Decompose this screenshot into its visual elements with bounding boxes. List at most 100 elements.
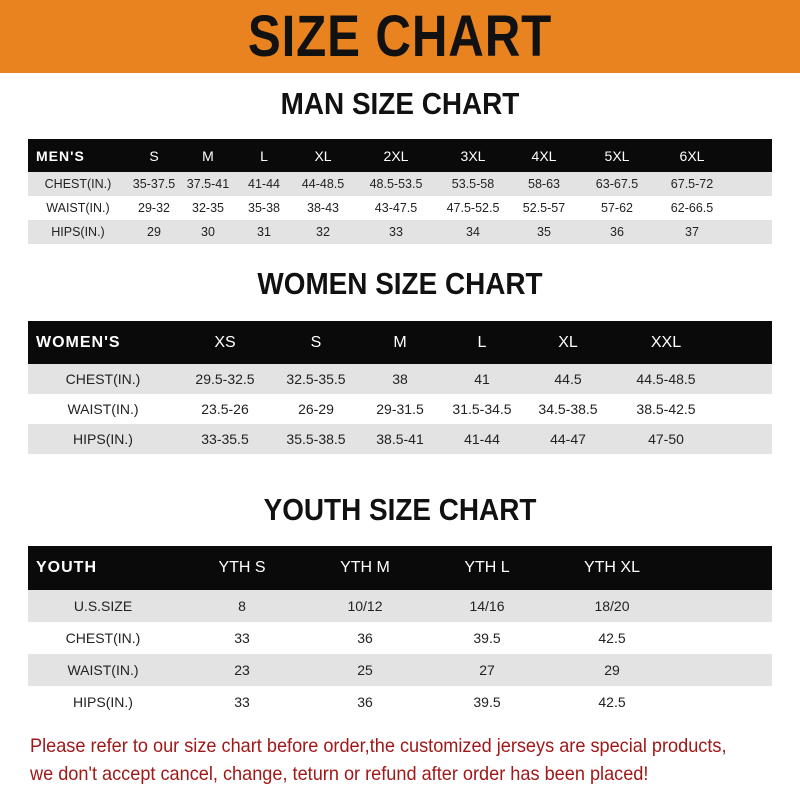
row-label: HIPS(IN.) <box>28 686 178 718</box>
spacer <box>730 196 772 220</box>
row-label: CHEST(IN.) <box>28 364 178 394</box>
cell: YTH XL <box>550 546 674 590</box>
cell: 27 <box>424 654 550 686</box>
spacer <box>730 220 772 244</box>
cell: 38.5-41 <box>360 424 440 454</box>
spacer <box>674 546 772 590</box>
row-label: WAIST(IN.) <box>28 394 178 424</box>
spacer <box>674 622 772 654</box>
cell: 32-35 <box>180 196 236 220</box>
row-label: CHEST(IN.) <box>28 172 128 196</box>
table-row: U.S.SIZE 8 10/12 14/16 18/20 <box>28 590 772 622</box>
cell: 14/16 <box>424 590 550 622</box>
cell: 52.5-57 <box>508 196 580 220</box>
row-label: WAIST(IN.) <box>28 196 128 220</box>
cell: 38-43 <box>292 196 354 220</box>
cell: 33-35.5 <box>178 424 272 454</box>
cell: 67.5-72 <box>654 172 730 196</box>
cell: 42.5 <box>550 686 674 718</box>
spacer <box>730 172 772 196</box>
cell: 41-44 <box>236 172 292 196</box>
cell: XS <box>178 321 272 364</box>
cell: 35 <box>508 220 580 244</box>
table-row: WAIST(IN.) 23 25 27 29 <box>28 654 772 686</box>
cell: 29-32 <box>128 196 180 220</box>
cell: 48.5-53.5 <box>354 172 438 196</box>
cell: M <box>180 139 236 172</box>
spacer <box>674 686 772 718</box>
row-label: HIPS(IN.) <box>28 220 128 244</box>
cell: 36 <box>580 220 654 244</box>
table-row: WAIST(IN.) 29-32 32-35 35-38 38-43 43-47.5 47.… <box>28 196 772 220</box>
cell: 6XL <box>654 139 730 172</box>
spacer <box>730 139 772 172</box>
cell: YTH S <box>178 546 306 590</box>
cell: 29 <box>128 220 180 244</box>
cell: XL <box>292 139 354 172</box>
cell: 31 <box>236 220 292 244</box>
cell: 44-48.5 <box>292 172 354 196</box>
table-row: CHEST(IN.) 33 36 39.5 42.5 <box>28 622 772 654</box>
table-row: CHEST(IN.) 29.5-32.5 32.5-35.5 38 41 44.5 44.5… <box>28 364 772 394</box>
cell: 2XL <box>354 139 438 172</box>
cell: 39.5 <box>424 622 550 654</box>
table-row: WAIST(IN.) 23.5-26 26-29 29-31.5 31.5-34.5 34… <box>28 394 772 424</box>
cell: 36 <box>306 622 424 654</box>
table-row: HIPS(IN.) 33-35.5 35.5-38.5 38.5-41 41-44 44-… <box>28 424 772 454</box>
cell: 4XL <box>508 139 580 172</box>
cell: 26-29 <box>272 394 360 424</box>
cell: S <box>272 321 360 364</box>
cell: 38.5-42.5 <box>612 394 720 424</box>
cell: 29.5-32.5 <box>178 364 272 394</box>
cell: 25 <box>306 654 424 686</box>
cell: YTH L <box>424 546 550 590</box>
cell: 43-47.5 <box>354 196 438 220</box>
cell: 35.5-38.5 <box>272 424 360 454</box>
cell: 33 <box>354 220 438 244</box>
order-notice: Please refer to our size chart before or… <box>30 735 727 785</box>
header-row: WOMEN'S XS S M L XL XXL <box>28 321 772 364</box>
cell: S <box>128 139 180 172</box>
row-label: U.S.SIZE <box>28 590 178 622</box>
table-row: CHEST(IN.) 35-37.5 37.5-41 41-44 44-48.5 48.5… <box>28 172 772 196</box>
cell: 29-31.5 <box>360 394 440 424</box>
women-section-title: WOMEN SIZE CHART <box>257 266 543 301</box>
cell: 37.5-41 <box>180 172 236 196</box>
spacer <box>720 321 772 364</box>
cell: L <box>236 139 292 172</box>
cell: 42.5 <box>550 622 674 654</box>
cell: 29 <box>550 654 674 686</box>
spacer <box>720 364 772 394</box>
cell: 41 <box>440 364 524 394</box>
cell: 44.5 <box>524 364 612 394</box>
cell: 62-66.5 <box>654 196 730 220</box>
cell: XL <box>524 321 612 364</box>
cell: 34.5-38.5 <box>524 394 612 424</box>
cell: 39.5 <box>424 686 550 718</box>
header-row: YOUTH YTH S YTH M YTH L YTH XL <box>28 546 772 590</box>
cell: 30 <box>180 220 236 244</box>
spacer <box>720 424 772 454</box>
table-row: HIPS(IN.) 33 36 39.5 42.5 <box>28 686 772 718</box>
cell: 33 <box>178 686 306 718</box>
cell: 33 <box>178 622 306 654</box>
cell: 63-67.5 <box>580 172 654 196</box>
spacer <box>674 590 772 622</box>
banner: SIZE CHART <box>0 0 800 73</box>
men-section-title: MAN SIZE CHART <box>280 86 520 121</box>
youth-section-title: YOUTH SIZE CHART <box>263 492 537 527</box>
cell: 31.5-34.5 <box>440 394 524 424</box>
cell: 35-37.5 <box>128 172 180 196</box>
cell: 38 <box>360 364 440 394</box>
cell: 53.5-58 <box>438 172 508 196</box>
cell: 5XL <box>580 139 654 172</box>
row-label: CHEST(IN.) <box>28 622 178 654</box>
youth-size-table: YOUTH YTH S YTH M YTH L YTH XL U.S.SIZE 8 10/12… <box>28 546 772 718</box>
row-label: WAIST(IN.) <box>28 654 178 686</box>
cell: 57-62 <box>580 196 654 220</box>
cell: 41-44 <box>440 424 524 454</box>
men-size-table: MEN'S S M L XL 2XL 3XL 4XL 5XL 6XL CHEST(IN.) 35-37… <box>28 139 772 244</box>
spacer <box>720 394 772 424</box>
banner-title: SIZE CHART <box>247 4 553 69</box>
cell: YTH M <box>306 546 424 590</box>
